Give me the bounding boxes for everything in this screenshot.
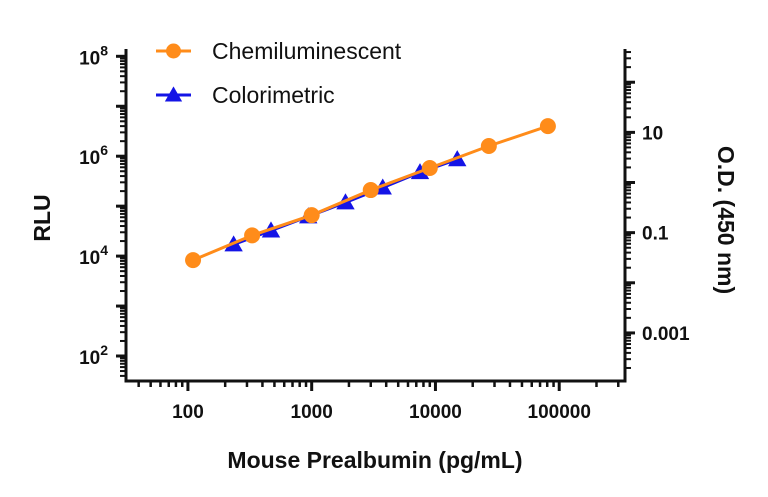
y-tick-label: 104	[79, 242, 108, 269]
series-layer	[185, 118, 556, 269]
chemiluminescent-point	[539, 118, 556, 135]
y2-axis-label: O.D. (450 nm)	[713, 146, 739, 294]
legend-marker-circle	[166, 43, 181, 59]
legend-marker-triangle	[164, 86, 183, 102]
y2-tick-label: 0.001	[642, 324, 690, 345]
chemiluminescent-point	[303, 207, 320, 224]
x-tick-label: 10000	[409, 402, 462, 423]
axes	[116, 49, 635, 391]
legend-label: Colorimetric	[212, 82, 335, 108]
y-tick-label: 106	[79, 142, 108, 169]
y-tick-label: 102	[79, 342, 108, 369]
chemiluminescent-point	[362, 182, 379, 199]
x-tick-label: 1000	[291, 402, 333, 423]
chemiluminescent-point	[185, 252, 202, 269]
chemiluminescent-point	[421, 160, 438, 177]
y2-tick-label: 0.1	[642, 224, 669, 245]
y-axis-label: RLU	[29, 194, 55, 241]
x-tick-label: 100000	[528, 402, 591, 423]
x-axis-label: Mouse Prealbumin (pg/mL)	[227, 447, 522, 473]
tick-labels: 100 1000 10000 100000 102 104 106 108 0.001 0.1 10	[79, 42, 690, 423]
legend: Chemiluminescent Colorimetric	[156, 38, 402, 108]
legend-label: Chemiluminescent	[212, 38, 402, 64]
y-tick-label: 108	[79, 42, 108, 69]
x-tick-label: 100	[172, 402, 204, 423]
chemiluminescent-point	[244, 227, 261, 244]
chemiluminescent-point	[480, 138, 497, 155]
y2-tick-label: 10	[642, 123, 663, 144]
